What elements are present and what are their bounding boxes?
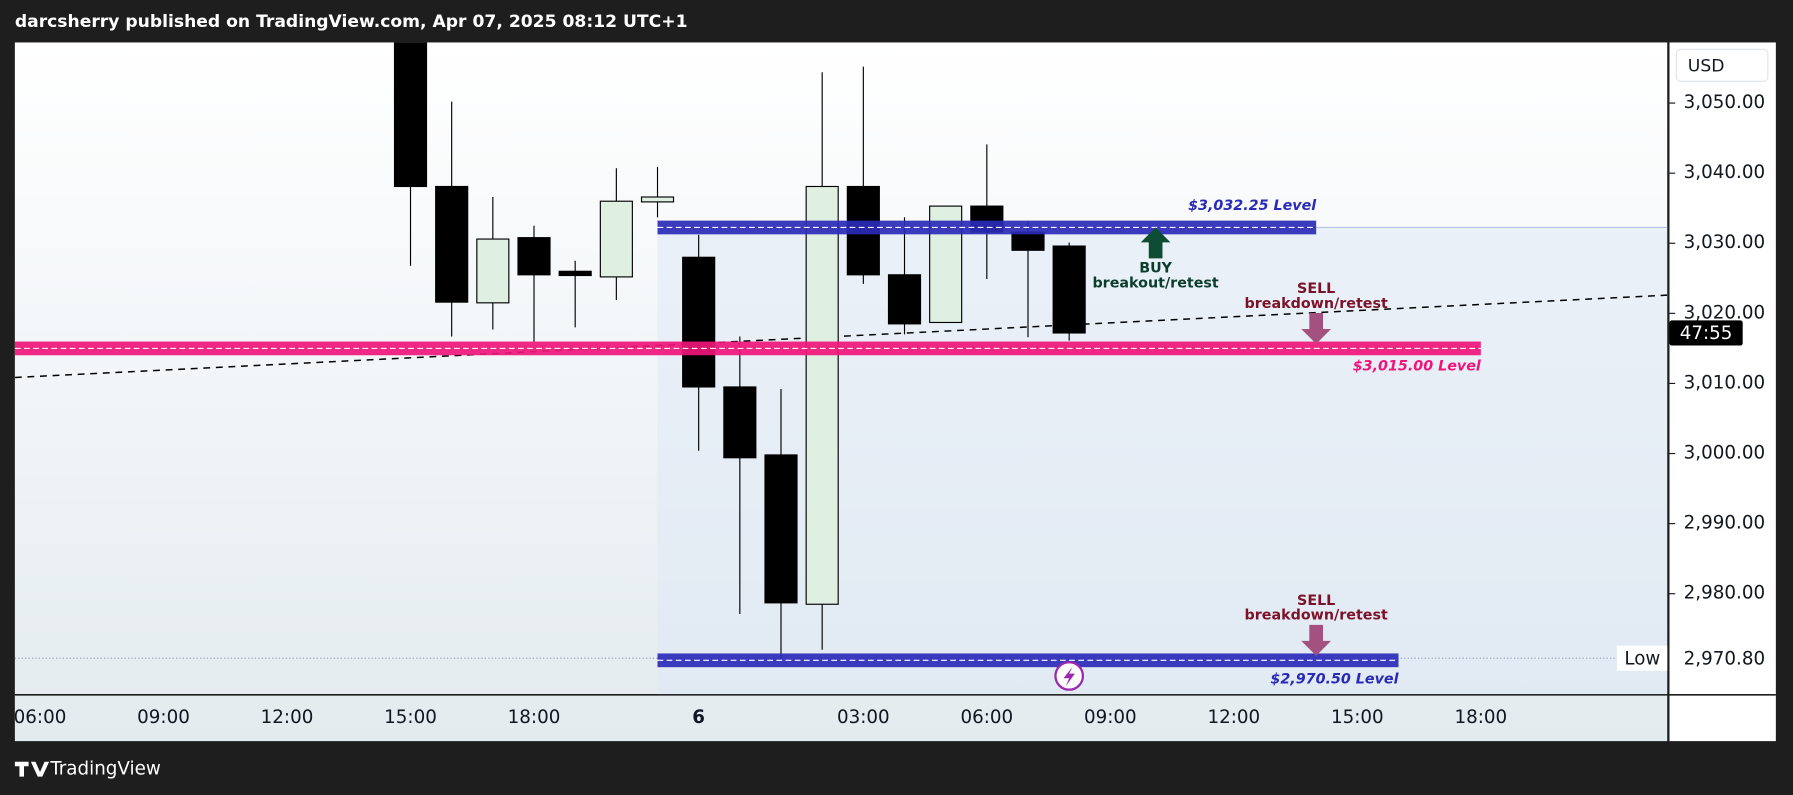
- candle-body: [805, 185, 839, 605]
- plot: [14, 42, 1668, 695]
- currency: USD: [1688, 56, 1725, 76]
- countdown: 47:55: [1680, 323, 1733, 344]
- y-tick-label: 3,040.00: [1684, 162, 1765, 183]
- candle-body: [1052, 245, 1086, 334]
- y-tick-label: 3,000.00: [1684, 443, 1765, 464]
- candle-body: [558, 270, 592, 277]
- level-label: $3,015.00 Level: [1353, 359, 1482, 375]
- x-tick-label: 06:00: [14, 707, 67, 728]
- signal-note: breakdown/retest: [1245, 296, 1388, 312]
- x-tick-label: 6: [692, 707, 705, 728]
- level-label: $2,970.50 Level: [1270, 672, 1399, 688]
- alert-icon[interactable]: [1054, 661, 1085, 691]
- y-tick-label: 3,020.00: [1684, 302, 1765, 323]
- candle-body: [723, 386, 757, 459]
- y-tick-label: 2,980.00: [1684, 583, 1765, 604]
- signal-arrow: [1301, 624, 1332, 656]
- header: darcsherry published on TradingView.com,…: [15, 12, 688, 32]
- signal-label: SELL: [1297, 281, 1335, 297]
- brand: TradingView: [49, 759, 161, 780]
- x-tick-label: 03:00: [837, 707, 890, 728]
- price-axis: [1669, 42, 1776, 742]
- y-tick-label: 3,010.00: [1684, 372, 1765, 393]
- overlay: 2,980.00 2,990.00 3,000.00 3,010.00 3,020.00…: [14, 92, 1765, 728]
- candle-body: [682, 256, 716, 388]
- countdown-box: [1669, 320, 1743, 346]
- candle-body: [435, 185, 469, 303]
- x-tick-label: 09:00: [137, 707, 190, 728]
- signal-note: breakdown/retest: [1245, 608, 1388, 624]
- candle-body: [764, 454, 798, 604]
- level-label: $3,032.25 Level: [1188, 198, 1317, 214]
- candle-body: [1011, 231, 1045, 251]
- candle-body: [517, 237, 551, 276]
- signal-note: breakout/retest: [1092, 276, 1218, 292]
- candle-body: [887, 274, 922, 325]
- x-tick-label: 18:00: [1454, 707, 1507, 728]
- logo: [14, 761, 50, 777]
- y-tick-label: 3,030.00: [1684, 232, 1765, 253]
- candle-body: [640, 196, 675, 203]
- low-bg: [1616, 645, 1668, 671]
- alert-bolt: [1063, 666, 1075, 687]
- x-tick-label: 15:00: [1331, 707, 1384, 728]
- x-tick-label: 12:00: [261, 707, 314, 728]
- candle-body: [393, 42, 428, 188]
- signal-label: SELL: [1297, 593, 1335, 609]
- y-tick-label: 2,990.00: [1684, 513, 1765, 534]
- signal-arrow: [1140, 227, 1171, 259]
- x-tick-label: 09:00: [1084, 707, 1137, 728]
- x-tick-label: 12:00: [1207, 707, 1260, 728]
- candle-body: [476, 238, 510, 304]
- x-tick-label: 18:00: [508, 707, 561, 728]
- candle-body: [599, 200, 633, 278]
- x-tick-label: 06:00: [960, 707, 1013, 728]
- low-label: Low: [1624, 648, 1660, 669]
- low-price: 2,970.80: [1684, 648, 1765, 669]
- x-tick-label: 15:00: [384, 707, 437, 728]
- currency-box[interactable]: [1675, 48, 1769, 82]
- signal-arrow: [1301, 312, 1332, 344]
- level-band: [657, 220, 1317, 235]
- y-tick-label: 3,050.00: [1684, 92, 1765, 113]
- signal-label: BUY: [1139, 261, 1172, 277]
